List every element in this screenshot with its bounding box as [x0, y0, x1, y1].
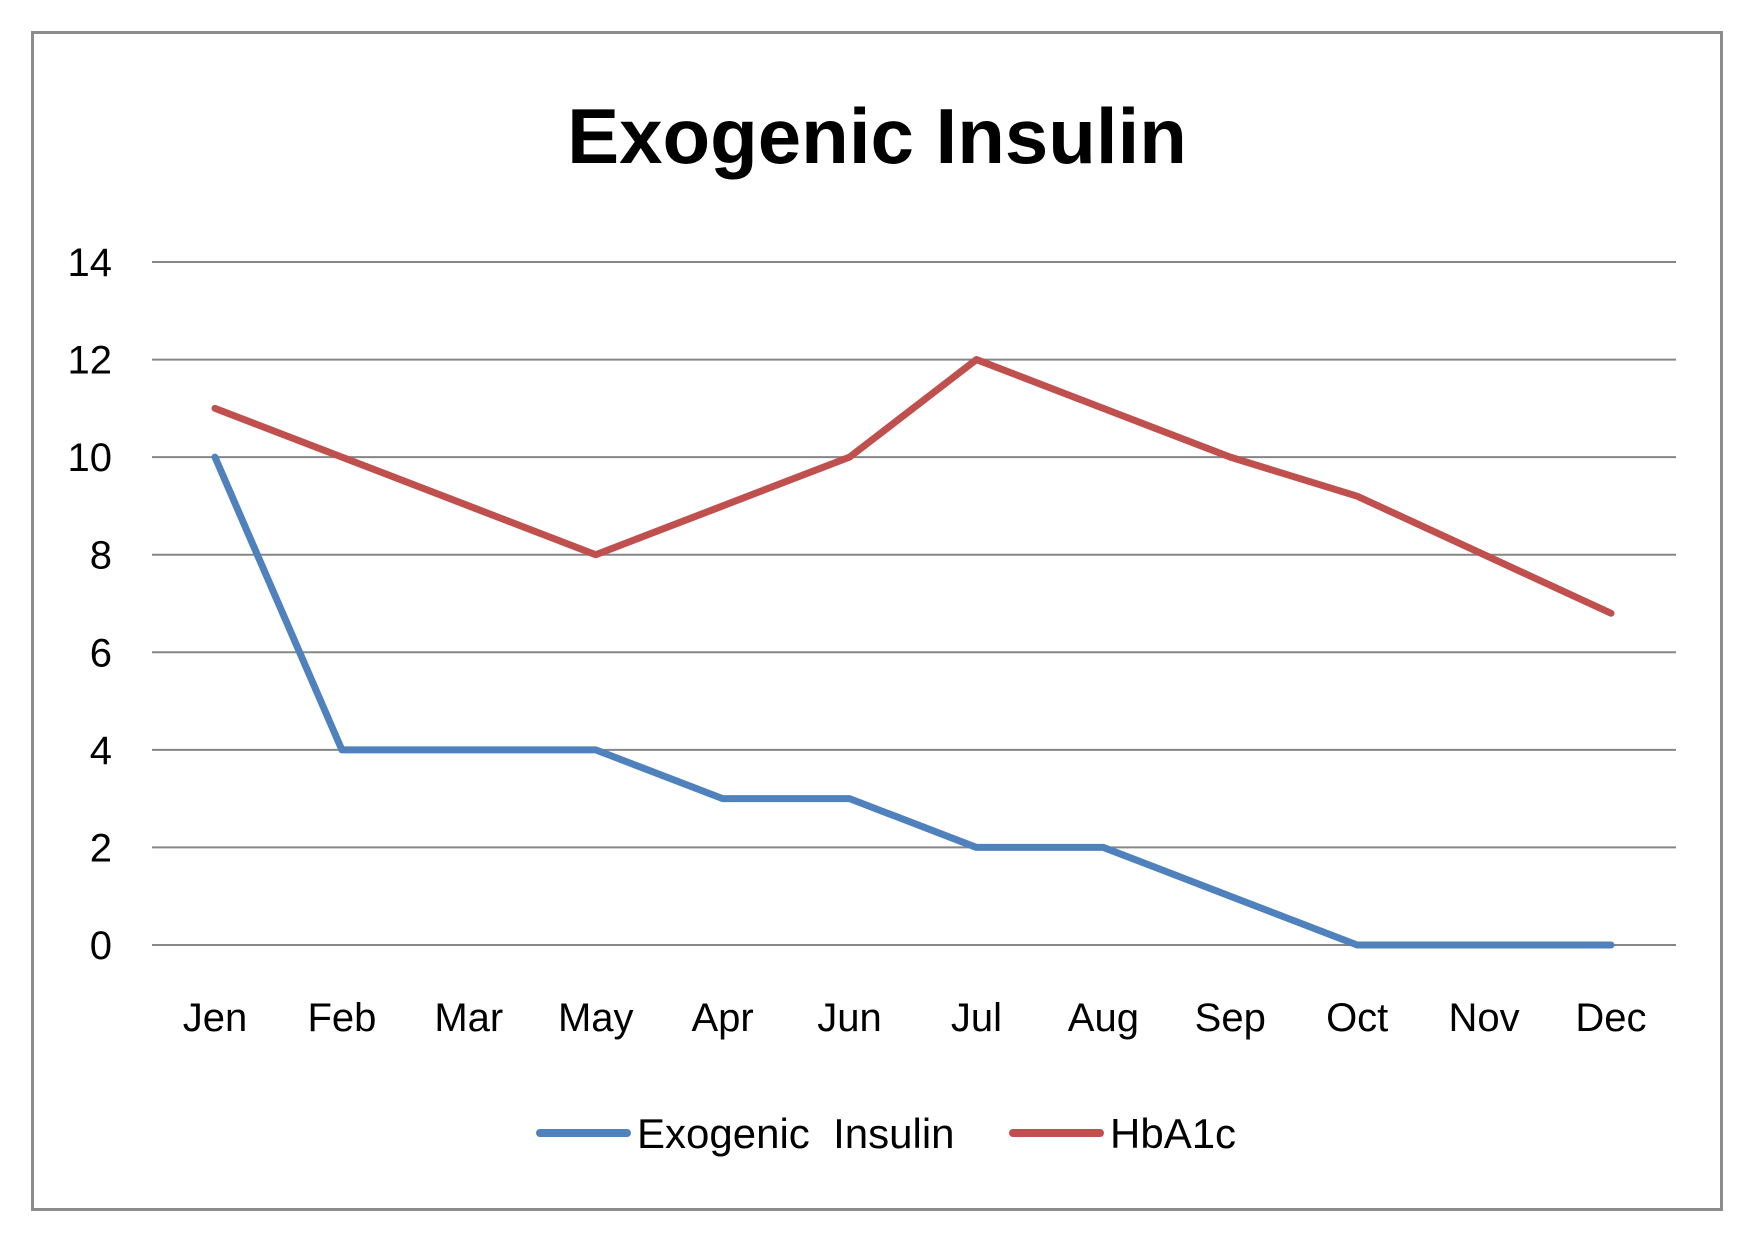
- x-tick-label: Sep: [1195, 996, 1266, 1040]
- x-tick-label: Dec: [1575, 996, 1646, 1040]
- x-tick-label: Feb: [307, 996, 376, 1040]
- x-axis-ticks: Jen Feb Mar May Apr Jun Jul Aug Sep Oct Nov Dec: [183, 996, 1647, 1040]
- y-tick-label: 4: [90, 729, 112, 773]
- x-tick-label: Jen: [183, 996, 248, 1040]
- y-tick-label: 2: [90, 826, 112, 870]
- y-axis-ticks: 0 2 4 6 8 10 12 14: [68, 241, 113, 968]
- legend: Exogenic Insulin HbA1c: [536, 1110, 1236, 1157]
- y-tick-label: 10: [68, 436, 113, 480]
- x-tick-label: Nov: [1449, 996, 1520, 1040]
- y-tick-label: 14: [68, 241, 113, 285]
- x-tick-label: Apr: [692, 996, 754, 1040]
- x-tick-label: Oct: [1326, 996, 1388, 1040]
- x-tick-label: Mar: [434, 996, 503, 1040]
- legend-label: Exogenic Insulin: [637, 1110, 955, 1157]
- x-tick-label: Jun: [817, 996, 882, 1040]
- x-tick-label: May: [558, 996, 634, 1040]
- x-tick-label: Aug: [1068, 996, 1139, 1040]
- legend-label: HbA1c: [1110, 1110, 1236, 1157]
- y-tick-label: 8: [90, 534, 112, 578]
- y-tick-label: 12: [68, 339, 113, 383]
- series-line: [211, 453, 1615, 949]
- y-tick-label: 0: [90, 924, 112, 968]
- series-lines: [211, 356, 1615, 949]
- y-tick-label: 6: [90, 631, 112, 675]
- series-line: [211, 356, 1615, 617]
- x-tick-label: Jul: [951, 996, 1002, 1040]
- chart-title: Exogenic Insulin: [567, 92, 1187, 180]
- grid-lines: [152, 261, 1676, 946]
- chart-frame: [31, 31, 1723, 1211]
